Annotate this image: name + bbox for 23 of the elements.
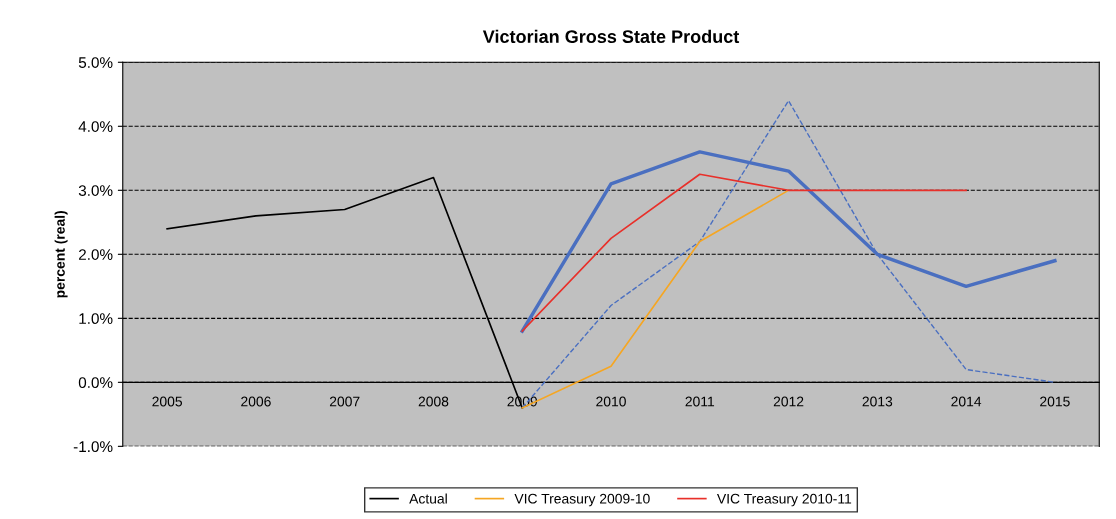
legend-label: VIC Treasury 2010-11: [716, 493, 852, 507]
y-tick-label: 5.0%: [78, 57, 113, 68]
y-axis-title: percent (real): [54, 211, 68, 298]
y-tick-label: 3.0%: [78, 185, 113, 196]
y-tick-label: 4.0%: [78, 121, 113, 132]
legend-label: Actual: [409, 493, 447, 504]
x-tick-label: 2012: [773, 396, 804, 407]
x-tick-label: 2006: [241, 396, 271, 407]
x-tick-label: 2005: [152, 396, 183, 407]
x-tick-label: 2010: [596, 396, 626, 407]
x-tick-label: 2008: [418, 396, 449, 407]
y-tick-label: 0.0%: [78, 377, 113, 389]
chart-title: Victorian Gross State Product: [482, 29, 740, 44]
y-tick-label: -1.0%: [73, 441, 113, 453]
y-tick-label: 1.0%: [79, 313, 113, 325]
legend-label: VIC Treasury 2009-10: [514, 493, 650, 507]
x-tick-label: 2011: [685, 396, 715, 407]
x-tick-label: 2014: [951, 396, 982, 407]
line-series: [521, 173, 967, 332]
x-tick-label: 2015: [1040, 396, 1070, 407]
x-tick-label: 2013: [862, 396, 893, 407]
x-tick-label: 2007: [329, 396, 360, 407]
y-tick-label: 2.0%: [78, 249, 113, 260]
